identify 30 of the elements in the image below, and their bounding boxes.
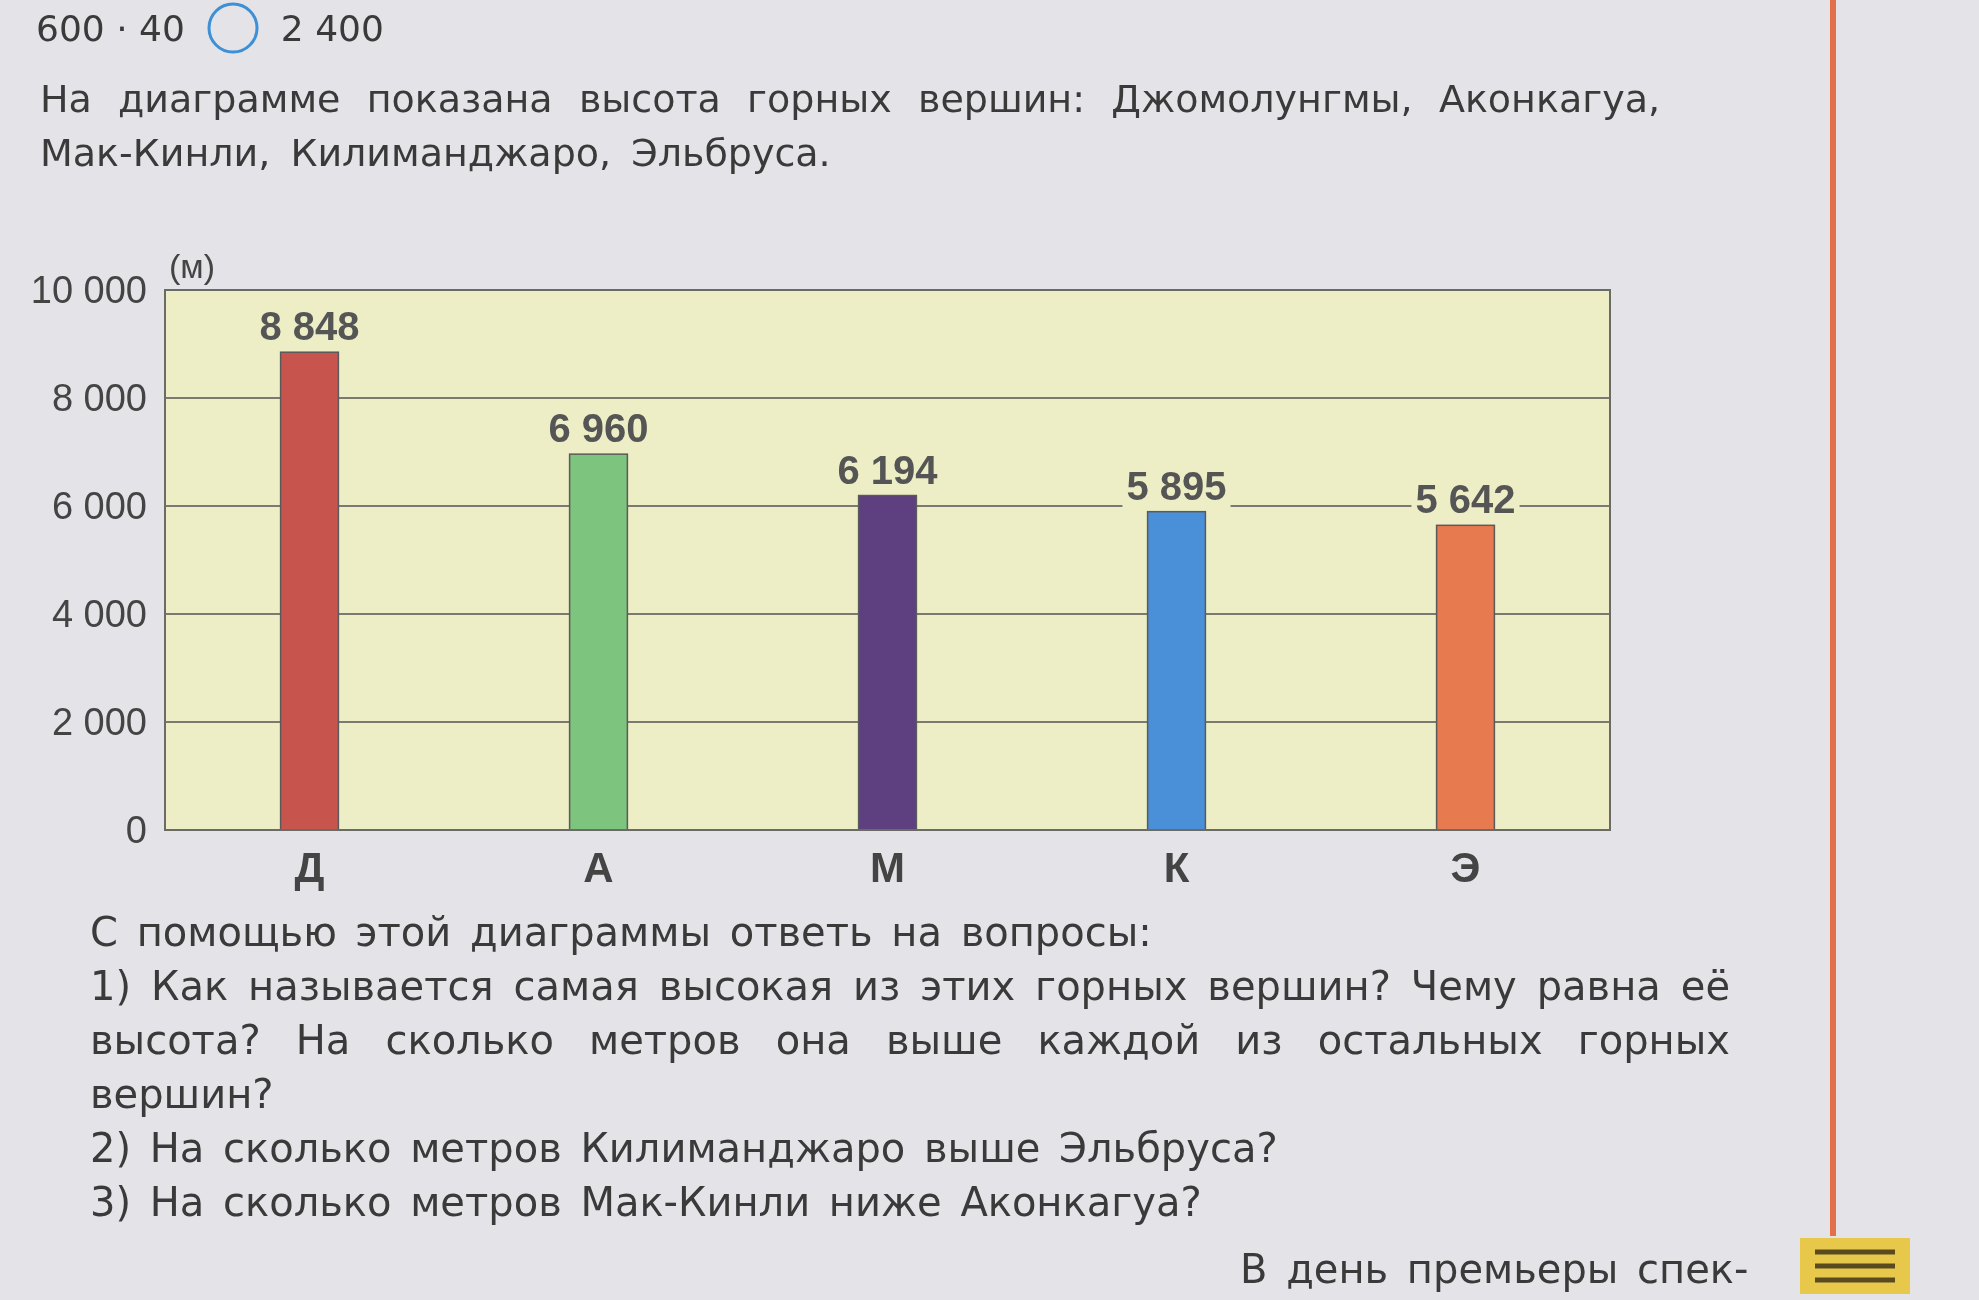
x-tick-label: Д	[294, 843, 325, 891]
x-tick-label: А	[583, 843, 614, 891]
data-label: 6 194	[837, 447, 939, 492]
data-label: 5 642	[1415, 477, 1516, 522]
bar	[568, 453, 629, 831]
y-axis-title: (м)	[169, 247, 216, 285]
data-label: 5 895	[1126, 463, 1227, 508]
x-tick-label: К	[1163, 843, 1190, 891]
y-tick-label: 4 000	[51, 592, 147, 635]
bar	[1146, 510, 1207, 831]
y-tick-label: 6 000	[51, 484, 147, 527]
text: 3) На сколько метров Мак-Кинли ниже Аконкагуа?	[90, 1178, 1203, 1227]
bar	[279, 351, 340, 831]
text: 600 · 40	[36, 7, 185, 49]
y-tick-label: 8 000	[51, 376, 147, 419]
text: 1) Как называется самая высокая из этих горных вершин? Чему равна её высота? На сколько метров она выше каждой из остальных горных вершин?	[90, 962, 1730, 1119]
bar	[857, 494, 918, 831]
chart-title: На диаграмме показана высота горных вершин: Джомолунгмы, Аконкагуа, Мак-Кинли, Килиманджаро, Эльбруса.	[40, 76, 1660, 177]
text: С помощью этой диаграммы ответь на вопросы:	[90, 908, 1153, 957]
data-label: 8 848	[259, 304, 360, 349]
y-tick-label: 0	[125, 808, 147, 851]
x-tick-label: Э	[1450, 843, 1481, 891]
text: 2) На сколько метров Килиманджаро выше Эльбруса?	[90, 1124, 1279, 1173]
text: 2 400	[280, 7, 384, 49]
y-tick-label: 2 000	[51, 700, 147, 743]
x-tick-label: М	[870, 843, 905, 891]
y-tick-label: 10 000	[30, 268, 147, 311]
data-label: 6 960	[548, 406, 649, 451]
bar	[1435, 524, 1496, 831]
text: В день премьеры спек-	[1240, 1246, 1749, 1292]
